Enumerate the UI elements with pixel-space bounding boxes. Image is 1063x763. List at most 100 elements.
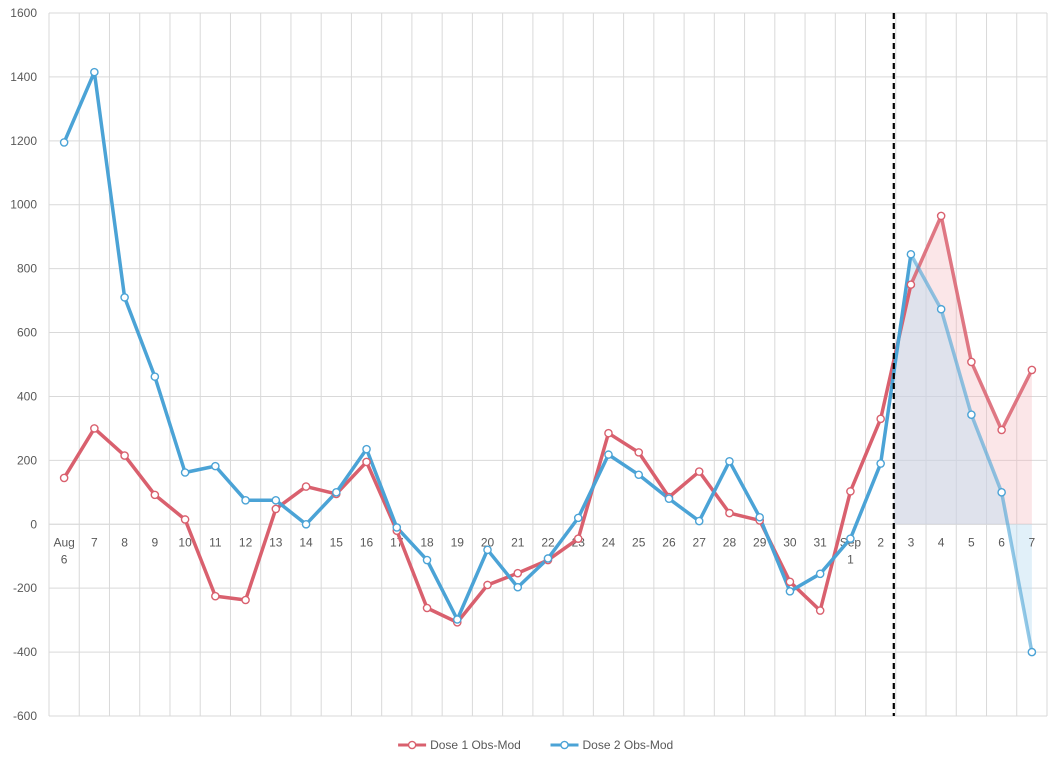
x-tick-label: 2 [877,535,884,549]
dose-2-point [967,410,976,419]
x-tick-label: Aug 6 [53,535,74,566]
dose-2-legend-label: Dose 2 Obs-Mod [583,738,674,752]
dose-2-point [634,470,644,480]
dose-1-point [846,487,855,496]
dose-1-point [483,580,492,590]
dose-2-shaded-area [893,254,1032,653]
x-tick-label: 15 [330,535,344,549]
y-tick-label: 0 [30,517,37,531]
dose-1-point [241,595,250,605]
x-tick-label: 29 [753,535,767,549]
y-tick-label: 400 [17,389,37,403]
dose-2-point [604,450,613,459]
dose-1-point [634,448,644,457]
y-tick-label: 1000 [10,198,37,212]
dose-1-point [180,515,190,524]
dose-2-point [332,488,341,497]
x-tick-label: 22 [541,535,555,549]
dose-2-point [755,512,764,522]
dose-2-point [422,555,432,565]
dose-1-point [967,357,976,367]
dose-1-point [997,425,1006,435]
y-tick-label: -200 [13,581,37,595]
dose-2-point [846,534,855,543]
dose-2-point [694,516,704,526]
dose-2-legend-marker [560,740,569,750]
dose-2-point [785,587,795,596]
x-tick-label: 11 [209,535,222,549]
x-tick-label: 21 [511,535,525,549]
x-tick-label: 28 [723,535,737,549]
x-tick-label: 8 [121,535,128,549]
y-tick-label: 1600 [10,6,37,20]
x-tick-label: 6 [998,535,1005,549]
dose-2-point [180,468,190,477]
dose-2-point [59,138,69,147]
y-tick-label: -400 [13,645,37,659]
dose-1-point [362,457,371,467]
dose-1-point [271,504,281,514]
dose-1-point [150,490,160,500]
dose-2-point [997,488,1006,497]
dose-2-point [1027,647,1037,657]
x-tick-label: 27 [693,535,707,549]
x-tick-label: 26 [662,535,676,549]
dose-2-point [815,569,825,579]
dose-1-point [90,424,99,433]
x-tick-label: 12 [239,535,253,549]
dose-2-point [573,513,583,523]
dose-1-point [694,467,704,476]
x-tick-label: 14 [299,535,313,549]
dose-2-point [392,523,402,532]
x-tick-label: 25 [632,535,646,549]
dose-2-point [906,249,916,259]
y-tick-label: 800 [17,262,37,276]
dose-2-point [725,457,734,466]
dose-2-point [241,496,250,505]
dose-1-point [876,414,885,424]
x-tick-label: 13 [269,535,283,549]
dose-1-point [785,577,795,587]
y-tick-label: 1400 [10,70,37,84]
dose-1-point [211,591,220,601]
dose-2-point [936,304,946,314]
dose-1-point [1027,365,1037,375]
dose-2-point [362,444,371,454]
x-tick-label: 16 [360,535,374,549]
dose-2-point [876,459,885,468]
x-tick-label: 7 [91,535,98,549]
dose-2-point [664,494,674,504]
x-tick-label: 19 [451,535,465,549]
dose-2-point [150,372,160,381]
dose-1-point [906,280,916,289]
dose-2-point [452,615,462,624]
x-tick-label: 18 [420,535,434,549]
dose-1-point [936,211,946,221]
dose-2-point [271,496,281,505]
dose-1-legend-marker [407,740,417,750]
dose-2-point [301,519,311,529]
dose-2-point [513,582,523,592]
dose-1-point [301,482,311,491]
x-tick-label: 3 [908,535,915,549]
dose-2-point [483,545,492,555]
x-tick-label: 24 [602,535,616,549]
y-tick-label: -600 [13,709,37,723]
dose-2-point [120,293,129,302]
x-tick-label: 20 [481,535,495,549]
y-tick-label: 600 [17,326,37,340]
x-tick-label: 7 [1029,535,1036,549]
x-tick-label: 4 [938,535,945,549]
dose-1-point [815,606,825,615]
x-tick-label: 31 [814,535,828,549]
y-tick-label: 1200 [10,134,37,148]
x-tick-label: 9 [152,535,159,549]
dose-1-point [725,508,734,518]
dose-1-legend-label: Dose 1 Obs-Mod [430,738,521,752]
dose-1-shaded-area [893,215,1032,525]
dose-1-point [604,428,613,438]
dose-1-point [59,473,69,483]
x-tick-label: 30 [783,535,797,549]
